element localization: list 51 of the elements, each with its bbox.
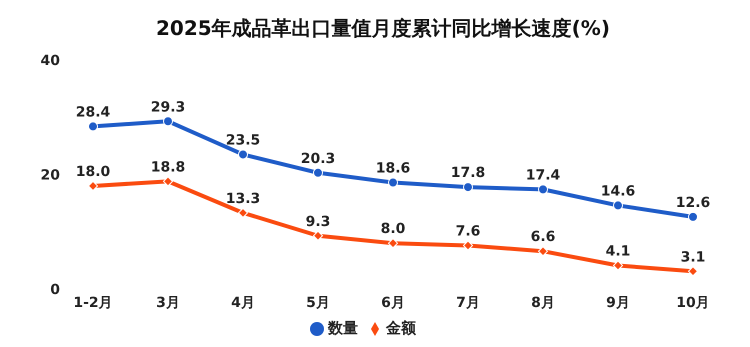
point xyxy=(613,200,623,210)
legend-label: 数量 xyxy=(328,319,358,337)
point xyxy=(313,230,323,241)
x-tick-label: 4月 xyxy=(231,294,255,311)
data-label: 12.6 xyxy=(676,194,710,211)
x-tick-label: 6月 xyxy=(381,294,405,311)
data-label: 4.1 xyxy=(606,244,630,260)
data-label: 18.0 xyxy=(76,164,111,180)
point xyxy=(313,168,323,178)
point xyxy=(238,149,248,160)
point xyxy=(538,184,548,194)
data-label: 3.1 xyxy=(680,249,706,266)
point xyxy=(88,121,98,132)
point xyxy=(688,266,698,276)
x-tick-label: 1-2月 xyxy=(73,294,113,311)
y-tick-label: 20 xyxy=(40,167,60,184)
data-label: 18.8 xyxy=(150,159,186,176)
y-tick-label: 0 xyxy=(50,282,60,298)
x-tick-label: 9月 xyxy=(606,294,630,311)
point xyxy=(88,180,98,191)
x-tick-label: 5月 xyxy=(306,294,330,311)
data-label: 28.4 xyxy=(76,104,111,120)
chart-title: 2025年成品革出口量值月度累计同比增长速度(%) xyxy=(155,15,611,42)
y-tick-label: 40 xyxy=(40,52,60,69)
point xyxy=(238,208,248,218)
data-label: 17.4 xyxy=(526,167,561,184)
data-label: 7.6 xyxy=(456,223,480,240)
data-label: 23.5 xyxy=(226,132,260,148)
data-label: 13.3 xyxy=(226,190,260,207)
data-label: 14.6 xyxy=(600,183,636,200)
data-label: 18.6 xyxy=(376,160,410,177)
data-label: 8.0 xyxy=(380,221,406,238)
point xyxy=(388,238,398,248)
point xyxy=(688,212,698,222)
point xyxy=(613,260,623,271)
point xyxy=(388,178,398,188)
point xyxy=(463,182,473,192)
data-label: 20.3 xyxy=(300,150,336,167)
point xyxy=(163,116,173,126)
x-tick-label: 10月 xyxy=(676,294,710,311)
point xyxy=(538,246,548,256)
x-tick-label: 3月 xyxy=(156,294,180,311)
x-tick-label: 8月 xyxy=(531,294,555,311)
point xyxy=(163,176,173,186)
data-label: 29.3 xyxy=(150,99,186,116)
point xyxy=(463,240,473,250)
data-label: 6.6 xyxy=(530,229,556,246)
legend-label: 金额 xyxy=(386,319,416,337)
x-tick-label: 7月 xyxy=(456,294,480,311)
data-label: 9.3 xyxy=(306,214,330,230)
data-label: 17.8 xyxy=(450,165,486,182)
